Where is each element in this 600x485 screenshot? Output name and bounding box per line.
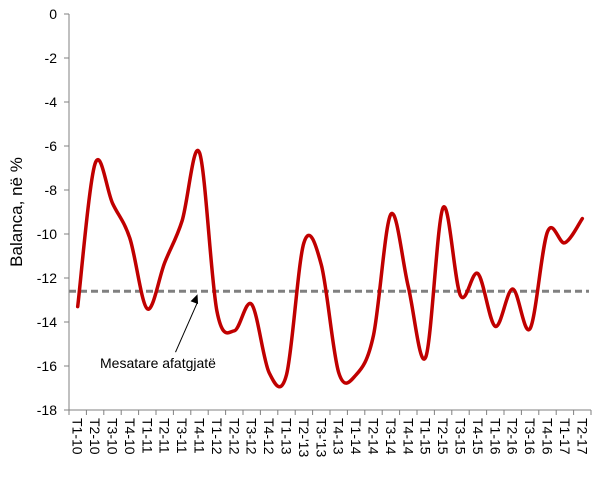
x-tick-label: T1-17 (557, 418, 573, 455)
y-tick-label: -4 (45, 94, 58, 110)
x-tick-label: T4-16 (540, 418, 556, 455)
annotation-label: Mesatare afatgjatë (100, 355, 216, 371)
x-tick-label: T3-14 (383, 418, 399, 455)
x-tick-label: T2-15 (435, 418, 451, 455)
y-tick-label: -18 (37, 402, 57, 418)
y-axis: 0 -2 -4 -6 -8 -10 -12 -14 -16 -18 (37, 6, 70, 418)
balance-series-line (75, 148, 585, 389)
x-tick-label: T1-16 (487, 418, 503, 455)
x-tick-label: T3-10 (105, 418, 121, 455)
x-tick-label: T2-12 (226, 418, 242, 455)
x-tick-label: T4-13 (331, 418, 347, 455)
x-tick-label: T1-15 (418, 418, 434, 455)
y-tick-label: -8 (45, 182, 58, 198)
x-axis: T1-10 T2-10 T3-10 T4-10 T1-11 T2-11 T3-11 T4-11… (68, 409, 592, 457)
x-tick-label: T1-10 (70, 418, 86, 455)
x-tick-label: T4-11 (192, 418, 208, 454)
y-axis-title: Balanca, në % (7, 157, 26, 267)
x-tick-label: T4-14 (400, 418, 416, 455)
x-tick-label: T3-16 (522, 418, 538, 455)
y-tick-label: -14 (37, 314, 57, 330)
x-tick-label: T3-11 (174, 418, 190, 454)
x-tick-label: T2-10 (87, 418, 103, 455)
x-tick-label: T4-15 (470, 418, 486, 455)
x-tick-label: T3-'13 (313, 418, 329, 457)
x-tick-label: T2-11 (157, 418, 173, 454)
x-tick-label: T3-15 (453, 418, 469, 455)
series-group (69, 148, 589, 389)
x-tick-label: T4-10 (122, 418, 138, 455)
x-tick-label: T1-13 (279, 418, 295, 455)
x-tick-label: T4-12 (261, 418, 277, 455)
x-tick-label: T2-17 (574, 418, 590, 455)
y-ticks: 0 -2 -4 -6 -8 -10 -12 -14 -16 -18 (37, 6, 69, 418)
x-tick-label: T1-11 (139, 418, 155, 454)
x-tick-label: T1-12 (209, 418, 225, 455)
y-tick-label: -16 (37, 358, 57, 374)
y-tick-label: -12 (37, 270, 57, 286)
x-tick-label: T2-16 (505, 418, 521, 455)
x-tick-label: T2-'13 (296, 418, 312, 457)
x-tick-label: T1-14 (348, 418, 364, 455)
annotation-arrowhead (190, 294, 199, 305)
x-tick-label: T2-14 (366, 418, 382, 455)
y-tick-label: -2 (45, 50, 58, 66)
x-tick-label: T3-12 (244, 418, 260, 455)
y-tick-label: -10 (37, 226, 57, 242)
annotation-arrow (175, 301, 198, 353)
y-tick-label: 0 (49, 6, 57, 22)
annotation: Mesatare afatgjatë (100, 294, 216, 371)
y-tick-label: -6 (45, 138, 58, 154)
x-ticks: T1-10 T2-10 T3-10 T4-10 T1-11 T2-11 T3-11 T4-11… (68, 410, 592, 457)
